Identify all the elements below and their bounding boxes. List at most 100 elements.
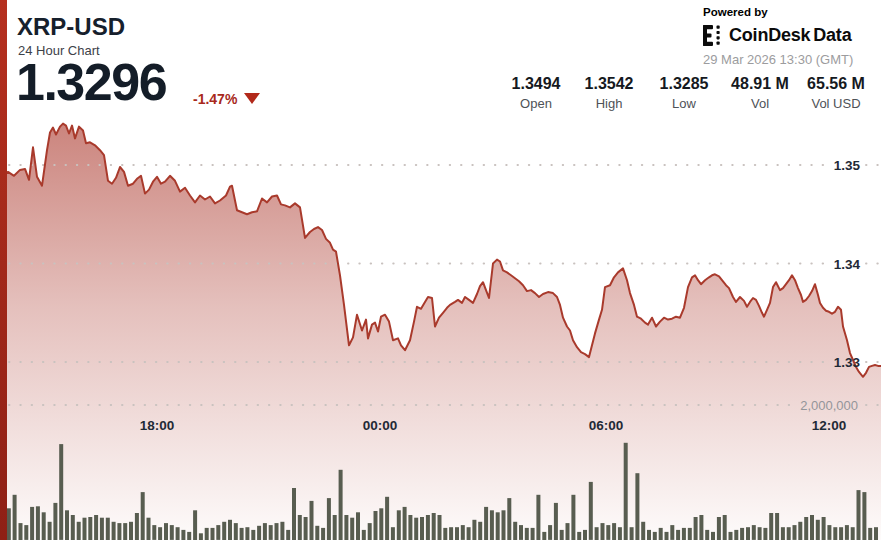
volume-bar [717,517,721,540]
volume-bar [804,517,808,540]
volume-bar [531,528,535,540]
volume-bar [403,507,407,540]
volume-bar [484,507,488,540]
volume-bar [449,527,453,540]
volume-bar [53,503,57,540]
volume-bar [36,506,40,540]
branding-block: Powered by CoinDesk Data 29 Mar 2026 13:… [703,6,868,67]
volume-bar [292,488,296,540]
volume-bar [275,523,279,540]
volume-bar [426,515,430,540]
volume-bar [775,513,779,540]
volume-bar [542,532,546,540]
current-price: 1.3296 [16,52,166,112]
volume-bar [7,508,11,540]
volume-bar [851,527,855,540]
x-axis-label: 00:00 [363,418,398,433]
volume-bar [187,532,191,540]
volume-bar [496,512,500,540]
volume-bar [310,501,314,540]
volume-bar [385,497,389,540]
volume-bar [321,528,325,540]
volume-bar [839,527,843,540]
volume-bar [280,522,284,540]
volume-bar [368,523,372,540]
stat-value: 1.3285 [660,75,709,93]
volume-bar [234,523,238,540]
volume-bar [228,520,232,540]
volume-bar [304,517,308,540]
volume-bar [845,525,849,540]
x-axis-label: 18:00 [140,418,175,433]
volume-bar [257,526,261,540]
volume-bar [65,510,69,540]
volume-bar [676,530,680,540]
volume-bar [170,525,174,540]
volume-bar [251,530,255,540]
volume-bar [135,513,139,540]
volume-bar [193,510,197,540]
y-axis-label: 1.33 [834,355,861,370]
volume-bar [659,528,663,540]
volume-bar [472,520,476,540]
y-axis-label: 1.34 [834,257,861,272]
volume-bar [787,527,791,540]
down-triangle-icon [244,93,260,104]
stat-value: 1.3542 [585,75,634,93]
volume-axis-label: 2,000,000 [800,398,858,413]
volume-bar [548,525,552,540]
stat-label: Vol [731,96,789,111]
volume-bar [59,444,63,540]
volume-bar [379,508,383,540]
volume-bar [94,515,98,540]
volume-bar [606,525,610,540]
volume-bar [705,530,709,540]
volume-bar [723,515,727,540]
volume-bar [630,527,634,540]
volume-bar [356,512,360,540]
volume-bar [13,495,17,540]
stat-label: Vol USD [807,96,865,111]
stat-value: 65.56 M [807,75,865,93]
volume-bar [286,530,290,540]
volume-bar [362,530,366,540]
volume-bar [554,503,558,540]
volume-bar [48,522,52,540]
volume-bar [147,518,151,540]
volume-bar [740,528,744,540]
volume-bar [240,528,244,540]
volume-bar [455,527,459,540]
volume-bar [350,518,354,540]
price-change: -1.47% [193,91,260,107]
volume-bar [211,528,215,540]
volume-bar [734,530,738,540]
volume-bar [461,525,465,540]
x-axis-label: 06:00 [589,418,624,433]
volume-bar [746,527,750,540]
volume-bar [77,522,81,540]
volume-bar [635,473,639,540]
xrp-usd-chart-page: 1.351.341.332,000,00018:0000:0006:0012:0… [0,0,881,540]
volume-bar [30,507,34,540]
volume-bar [507,498,511,540]
volume-bar [827,525,831,540]
volume-bar [42,512,46,540]
volume-bar [868,528,872,540]
stat-high: 1.3542High [585,75,634,111]
volume-bar [665,532,669,540]
volume-bar [339,470,343,540]
volume-bar [729,532,733,540]
stat-low: 1.3285Low [660,75,709,111]
volume-bar [24,525,28,540]
coindesk-logo: CoinDesk Data [703,25,868,46]
volume-bar [536,495,540,540]
volume-bar [857,490,861,540]
stat-value: 1.3494 [512,75,561,93]
volume-bar [822,517,826,540]
volume-bar [298,515,302,540]
volume-bar [670,525,674,540]
volume-bar [525,528,529,540]
volume-bar [612,523,616,540]
volume-bar [269,525,273,540]
volume-bar [810,515,814,540]
